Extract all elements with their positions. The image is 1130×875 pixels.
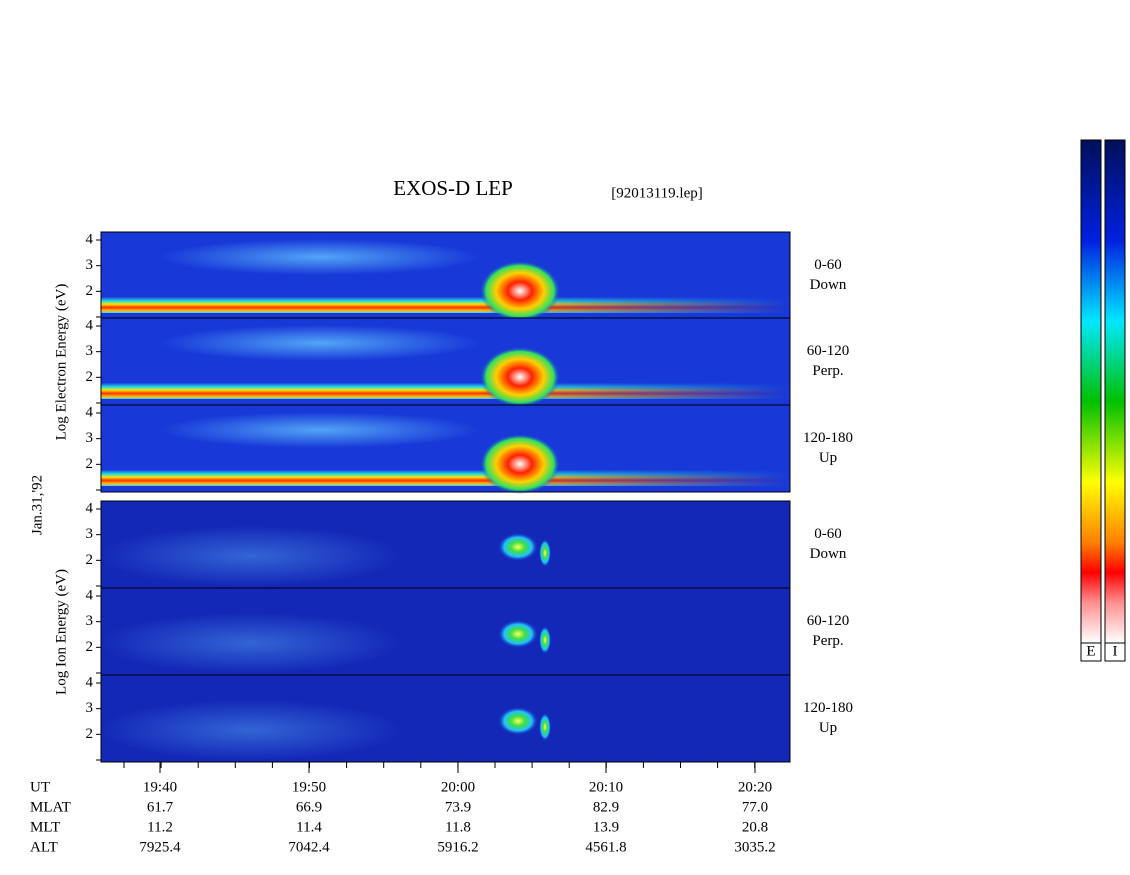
ion-burst (498, 707, 538, 735)
burst (480, 261, 560, 321)
angle-label: 120-180 (803, 430, 853, 446)
angle-label: 0-60 (814, 526, 842, 542)
row-value: 7925.4 (139, 839, 181, 855)
ion-axis-label: Log Ion Energy (eV) (53, 569, 69, 695)
haze (100, 613, 400, 673)
y-tick-label: 3 (86, 257, 94, 273)
row-value: 82.9 (593, 799, 619, 815)
row-value: 19:50 (292, 779, 326, 795)
colorbar (1080, 139, 1102, 644)
row-value: 5916.2 (437, 839, 478, 855)
date-label: Jan.31,'92 (29, 475, 45, 535)
angle-label: 120-180 (803, 700, 853, 716)
row-value: 13.9 (593, 819, 619, 835)
ion-burst (498, 533, 538, 561)
row-value: 7042.4 (288, 839, 330, 855)
y-tick-label: 3 (86, 700, 94, 716)
direction-label: Up (819, 720, 837, 736)
row-value: 4561.8 (585, 839, 626, 855)
spectrograms: 2 3 4 2 3 4 2 3 4 2 3 4 2 3 4 2 3 4 (86, 231, 791, 763)
energy-band (101, 297, 790, 313)
y-tick-label: 2 (86, 726, 94, 742)
angle-label: 60-120 (807, 613, 850, 629)
direction-label: Down (810, 546, 847, 562)
y-tick-label: 3 (86, 430, 94, 446)
ion-burst (498, 620, 538, 648)
haze (160, 325, 480, 361)
electron-axis-label: Log Electron Energy (eV) (53, 284, 69, 441)
energy-band (101, 383, 790, 399)
haze (160, 412, 480, 448)
file-name: [92013119.lep] (611, 185, 703, 201)
ion-burst (539, 713, 551, 741)
y-tick-label: 4 (86, 500, 94, 516)
direction-label: Down (810, 277, 847, 293)
row-value: 20:10 (589, 779, 623, 795)
burst (480, 347, 560, 407)
row-value: 11.8 (445, 819, 471, 835)
y-tick-label: 3 (86, 613, 94, 629)
title: EXOS-D LEP (393, 176, 513, 200)
y-tick-label: 2 (86, 639, 94, 655)
row-value: 77.0 (742, 799, 768, 815)
colorbar-label-box (1080, 642, 1102, 662)
y-tick-label: 3 (86, 343, 94, 359)
direction-label: Perp. (812, 363, 843, 379)
y-tick-label: 2 (86, 283, 94, 299)
direction-label: Up (819, 450, 837, 466)
row-value: 61.7 (147, 799, 174, 815)
row-value: 11.2 (147, 819, 173, 835)
row-value: 20:20 (738, 779, 772, 795)
colorbar-label: I (1113, 643, 1118, 659)
burst (480, 434, 560, 494)
row-name: MLT (30, 819, 60, 835)
angle-label: 60-120 (807, 343, 850, 359)
row-name: MLAT (30, 799, 71, 815)
haze (100, 700, 400, 760)
angle-label: 0-60 (814, 257, 842, 273)
direction-label: Perp. (812, 633, 843, 649)
colorbar-label-box (1104, 642, 1126, 662)
row-value: 73.9 (445, 799, 471, 815)
row-name: ALT (30, 839, 58, 855)
y-tick-label: 4 (86, 587, 94, 603)
y-tick-label: 4 (86, 317, 94, 333)
row-value: 66.9 (296, 799, 322, 815)
haze (160, 239, 480, 275)
haze (100, 526, 400, 586)
row-name: UT (30, 779, 50, 795)
ion-burst (539, 626, 551, 654)
ion-burst (539, 539, 551, 567)
energy-band (101, 470, 790, 486)
row-value: 3035.2 (734, 839, 775, 855)
row-value: 20:00 (441, 779, 475, 795)
y-tick-label: 4 (86, 674, 94, 690)
colorbar-label: E (1086, 643, 1095, 659)
y-tick-label: 3 (86, 526, 94, 542)
colorbar (1104, 139, 1126, 644)
y-tick-label: 4 (86, 231, 94, 247)
y-tick-label: 2 (86, 369, 94, 385)
row-value: 20.8 (742, 819, 768, 835)
row-value: 11.4 (296, 819, 322, 835)
y-tick-label: 2 (86, 456, 94, 472)
y-tick-label: 4 (86, 404, 94, 420)
y-tick-label: 2 (86, 552, 94, 568)
panel-frame (100, 404, 791, 493)
row-value: 19:40 (143, 779, 177, 795)
